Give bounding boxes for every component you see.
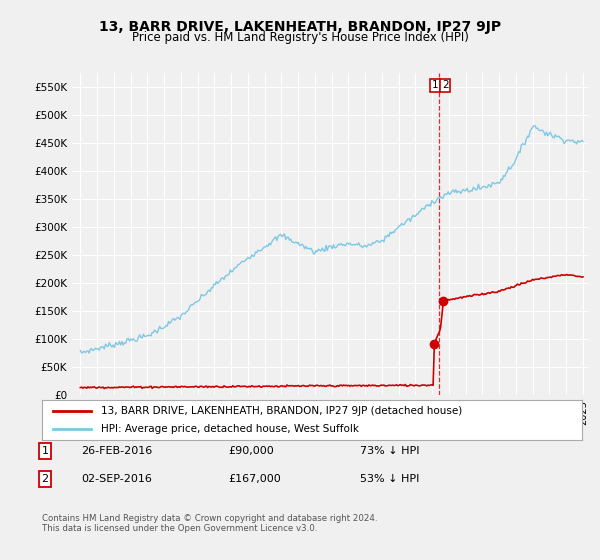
- Text: £167,000: £167,000: [228, 474, 281, 484]
- Text: £90,000: £90,000: [228, 446, 274, 456]
- Text: 73% ↓ HPI: 73% ↓ HPI: [360, 446, 419, 456]
- Text: 13, BARR DRIVE, LAKENHEATH, BRANDON, IP27 9JP: 13, BARR DRIVE, LAKENHEATH, BRANDON, IP2…: [99, 20, 501, 34]
- Text: Price paid vs. HM Land Registry's House Price Index (HPI): Price paid vs. HM Land Registry's House …: [131, 31, 469, 44]
- Text: 02-SEP-2016: 02-SEP-2016: [81, 474, 152, 484]
- Text: 2: 2: [41, 474, 49, 484]
- Text: HPI: Average price, detached house, West Suffolk: HPI: Average price, detached house, West…: [101, 423, 359, 433]
- Text: 1: 1: [41, 446, 49, 456]
- Text: 26-FEB-2016: 26-FEB-2016: [81, 446, 152, 456]
- Text: 53% ↓ HPI: 53% ↓ HPI: [360, 474, 419, 484]
- Text: Contains HM Land Registry data © Crown copyright and database right 2024.
This d: Contains HM Land Registry data © Crown c…: [42, 514, 377, 533]
- Text: 13, BARR DRIVE, LAKENHEATH, BRANDON, IP27 9JP (detached house): 13, BARR DRIVE, LAKENHEATH, BRANDON, IP2…: [101, 407, 463, 417]
- Text: 2: 2: [442, 80, 449, 90]
- Text: 1: 1: [432, 80, 439, 90]
